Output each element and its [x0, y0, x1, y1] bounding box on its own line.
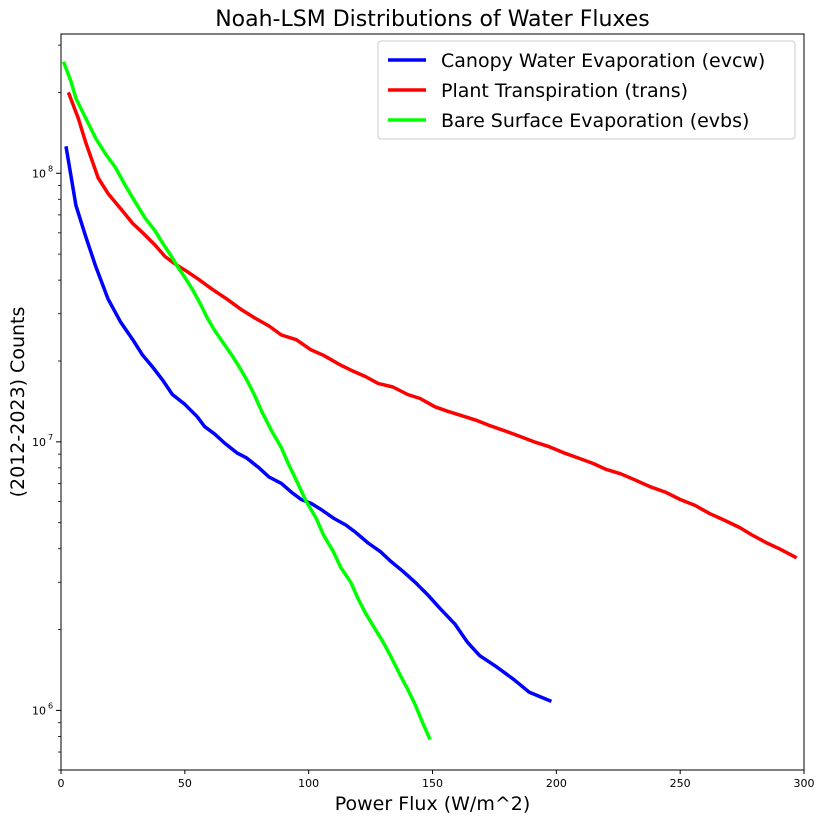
y-tick-label: 10 — [32, 704, 46, 717]
series-line-0 — [64, 146, 553, 704]
legend-entry: Bare Surface Evaporation (evbs) — [441, 110, 749, 132]
series-layer — [61, 61, 798, 741]
y-tick-exponent: 8 — [48, 164, 53, 173]
series-line-2 — [61, 61, 432, 741]
legend-box — [377, 40, 796, 140]
y-tick-label: 10 — [32, 436, 46, 449]
x-tick-label: 0 — [58, 777, 65, 790]
legend-entry: Plant Transpiration (trans) — [441, 80, 688, 102]
y-tick-exponent: 6 — [48, 701, 53, 710]
x-tick-label: 150 — [422, 777, 443, 790]
x-axis-label: Power Flux (W/m^2) — [335, 793, 531, 815]
series-line-1 — [66, 91, 798, 560]
y-tick-label: 10 — [32, 167, 46, 180]
legend: Canopy Water Evaporation (evcw) Plant Tra… — [377, 40, 796, 140]
y-tick-exponent: 7 — [48, 433, 53, 442]
chart-title: Noah-LSM Distributions of Water Fluxes — [215, 7, 650, 32]
x-tick-label: 200 — [546, 777, 567, 790]
x-tick-label: 100 — [298, 777, 319, 790]
x-tick-label: 300 — [794, 777, 815, 790]
x-tick-label: 250 — [670, 777, 691, 790]
plot-frame — [60, 33, 805, 771]
x-axis: 0 50 100 150 200 250 300 — [58, 770, 815, 790]
y-axis-label: (2012-2023) Counts — [7, 307, 29, 498]
x-tick-label: 50 — [178, 777, 192, 790]
legend-entry: Canopy Water Evaporation (evcw) — [441, 50, 765, 72]
